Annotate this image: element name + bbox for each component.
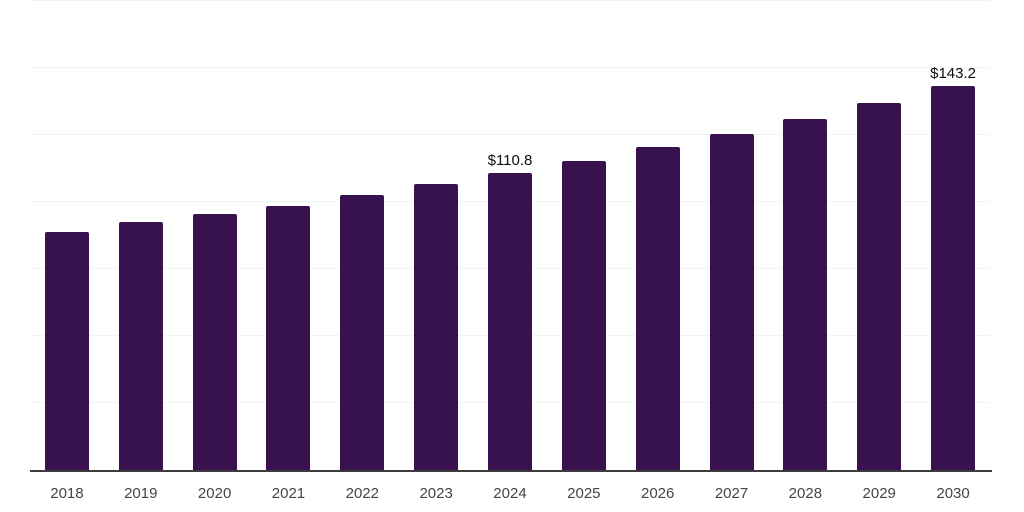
x-tick-label-2019: 2019 <box>124 485 158 502</box>
gridline-175 <box>30 0 990 1</box>
x-tick-label-2030: 2030 <box>936 485 970 502</box>
x-tick-label-2026: 2026 <box>640 485 675 502</box>
x-axis-labels: 2018 2019 2020 2021 2022 2023 2024 2025 2026 2027… <box>30 484 990 504</box>
x-axis-line <box>30 470 992 472</box>
x-tick-label-2018: 2018 <box>50 485 84 502</box>
bar-column-2020 <box>178 1 252 470</box>
bar-2022[interactable] <box>340 195 385 470</box>
bar-2030[interactable]: $143.2 <box>930 66 976 470</box>
bar-2020[interactable] <box>192 214 237 470</box>
x-tick-label-2029: 2029 <box>862 485 896 502</box>
value-label-2030: $143.2 <box>930 65 976 83</box>
bar-column-2023 <box>399 1 473 470</box>
bar-column-2018 <box>30 1 104 470</box>
x-tick-label-2024: 2024 <box>493 485 527 502</box>
x-tick-label-2028: 2028 <box>788 485 823 502</box>
bar-2025[interactable] <box>561 161 606 470</box>
bar-2023[interactable] <box>414 183 459 470</box>
x-tick-label-2022: 2022 <box>345 485 379 502</box>
x-tick-label-2025: 2025 <box>567 485 601 502</box>
bar-2027[interactable] <box>709 134 754 470</box>
bar-column-2028 <box>768 1 842 470</box>
x-tick-label-2027: 2027 <box>714 485 749 502</box>
plot-area: $110.8 $143.2 <box>30 1 990 470</box>
bar-column-2030: $143.2 <box>916 1 990 470</box>
bar-2024[interactable]: $110.8 <box>488 153 532 470</box>
bar-2018[interactable] <box>44 232 89 470</box>
bar-2021[interactable] <box>266 205 311 470</box>
bar-column-2021 <box>252 1 326 470</box>
bar-2028[interactable] <box>783 119 828 470</box>
bar-column-2029 <box>842 1 916 470</box>
x-tick-label-2021: 2021 <box>271 485 306 502</box>
value-label-2024: $110.8 <box>487 152 533 170</box>
bar-column-2024: $110.8 <box>473 1 547 470</box>
bar-column-2026 <box>621 1 695 470</box>
bar-2029[interactable] <box>857 102 902 470</box>
x-tick-label-2023: 2023 <box>419 485 453 502</box>
bar-column-2027 <box>695 1 769 470</box>
bar-column-2025 <box>547 1 621 470</box>
bar-2026[interactable] <box>635 147 680 470</box>
bar-column-2022 <box>325 1 399 470</box>
gridline-125 <box>30 134 990 135</box>
bar-column-2019 <box>104 1 178 470</box>
chart-plot-region: $110.8 $143.2 <box>30 0 990 470</box>
x-tick-label-2020: 2020 <box>197 485 232 502</box>
bar-2019[interactable] <box>118 222 163 470</box>
gridline-150 <box>30 67 990 68</box>
